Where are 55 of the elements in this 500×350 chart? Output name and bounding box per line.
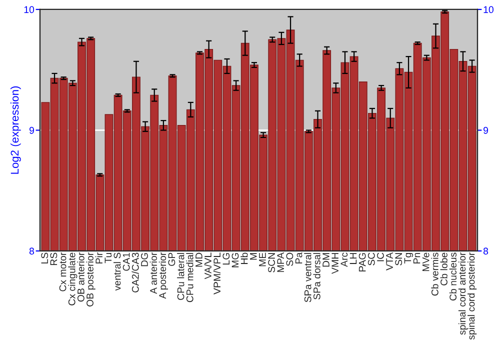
x-tick-label: VPM/VPL [213, 252, 221, 294]
x-tick-label: Tg [404, 252, 414, 264]
x-tick-label: A anterior [150, 252, 157, 294]
x-tick-label: A posterior [158, 252, 168, 299]
x-tick-label: GP [168, 252, 176, 266]
x-tick-label: DM [322, 253, 330, 267]
x-tick-label: CPu medial [186, 252, 194, 302]
x-tick-label: VA/VL [204, 252, 212, 280]
x-tick-label: RS [50, 252, 58, 266]
x-tick-label: MPA [277, 252, 284, 272]
x-tick-label: CA2/CA3 [132, 252, 139, 292]
x-tick-label: ventral S [114, 252, 121, 291]
x-tick-label: Cx motor [59, 252, 66, 292]
y2-tick-label: 9 [484, 126, 488, 134]
x-tick-label: OB posterior [86, 252, 96, 306]
x-tick-label: CPu lateral [177, 252, 184, 300]
x-tick-label: SCN [268, 253, 275, 272]
x-tick-label: SC [368, 252, 375, 266]
x-tick-label: VMH [332, 253, 338, 274]
x-tick-label: PAG [358, 253, 366, 272]
x-tick-label: SN [395, 253, 402, 266]
x-tick-label: OB anterior [77, 252, 84, 302]
x-tick-label: IC [377, 252, 384, 262]
x-tick-label: Cb nucleus [449, 252, 457, 300]
x-tick-label: Pa [295, 252, 302, 264]
x-tick-label: Hb [240, 252, 248, 264]
x-tick-label: SO [286, 252, 294, 266]
x-tick-label: Tu [104, 252, 112, 264]
x-tick-label: Cb vermis [431, 252, 438, 296]
x-tick-label: SPa dorsal [313, 252, 320, 300]
x-tick-label: spinal cord anterior [458, 252, 468, 335]
x-tick-label: CA1 [122, 252, 130, 271]
x-tick-label: spinal cord posterior [468, 252, 477, 340]
x-tick-label: SPa ventral [304, 252, 312, 302]
y-axis-title: Log2 (expression) [10, 86, 21, 174]
x-tick-label: Arc [340, 252, 348, 267]
y2-tick-label: 10 [484, 6, 494, 14]
x-tick-label: M [250, 253, 257, 260]
x-tick-label: Pir [95, 252, 102, 264]
x-tick-label: MG [232, 253, 239, 268]
x-tick-label: ME [259, 252, 266, 266]
x-tick-label: LH [350, 253, 357, 264]
x-tick-label: MVe [422, 252, 430, 271]
x-tick-label: Cb lobe [440, 252, 448, 286]
x-tick-label: MD [196, 252, 202, 267]
x-tick-label: Pn [413, 252, 420, 264]
x-tick-label: VTA [386, 252, 393, 270]
x-tick-label: DG [141, 253, 148, 266]
x-tick-label: LS [41, 252, 48, 264]
y2-tick-label: 8 [483, 248, 488, 255]
y-tick-label: 10 [24, 6, 34, 14]
y-tick-label: 9 [29, 126, 34, 134]
x-tick-label: Cx cingulate [68, 252, 78, 306]
x-tick-label: LG [222, 253, 230, 265]
y-tick-label: 8 [29, 248, 34, 255]
